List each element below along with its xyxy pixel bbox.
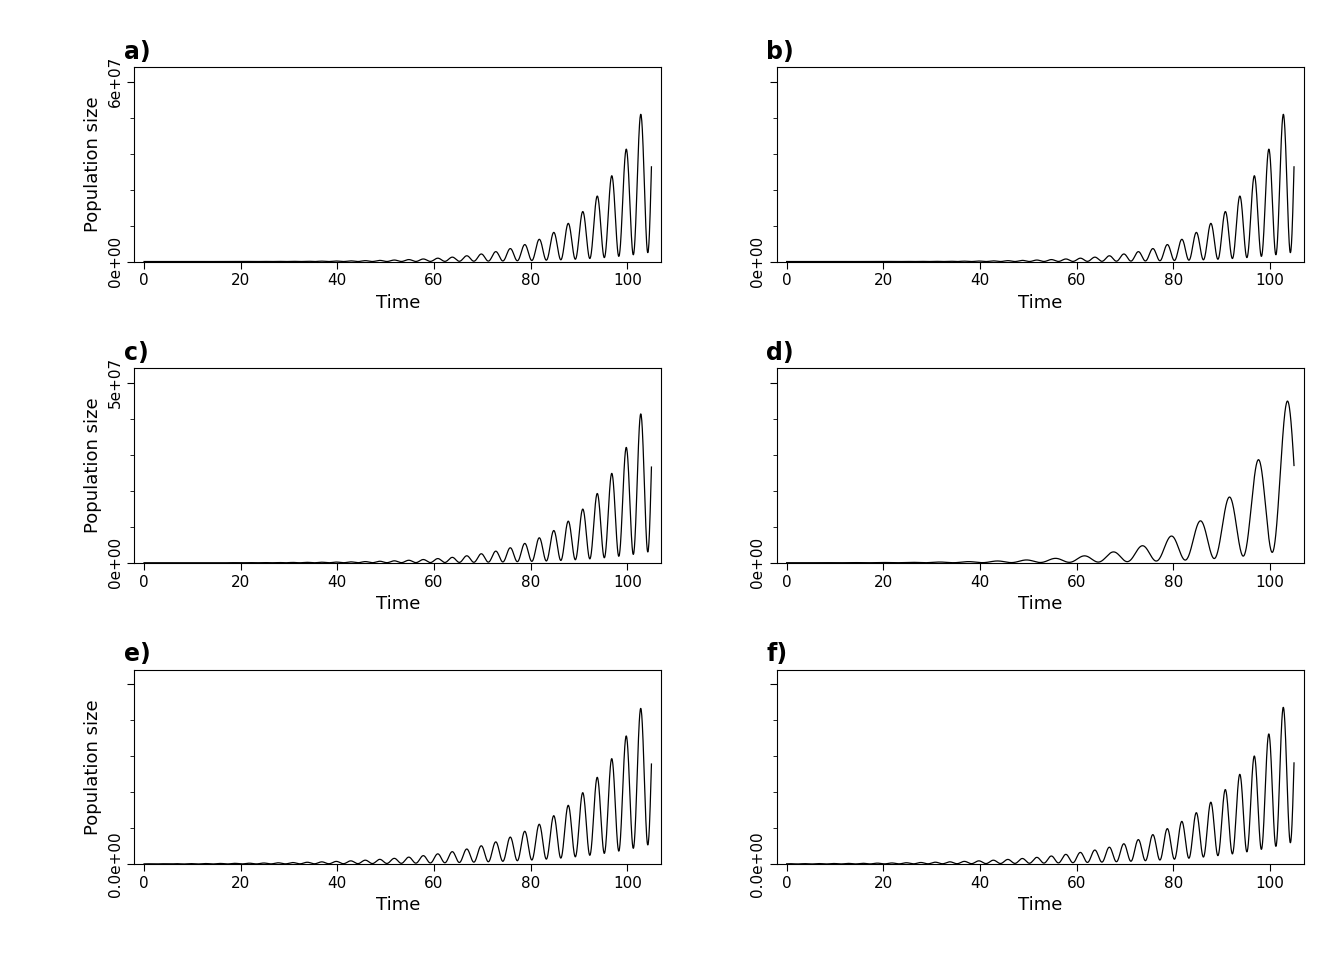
Y-axis label: Population size: Population size (85, 397, 102, 534)
Text: e): e) (124, 642, 151, 666)
X-axis label: Time: Time (375, 897, 419, 914)
Text: f): f) (766, 642, 788, 666)
X-axis label: Time: Time (1019, 897, 1063, 914)
Text: d): d) (766, 341, 794, 365)
Text: a): a) (124, 40, 151, 64)
Text: b): b) (766, 40, 794, 64)
Y-axis label: Population size: Population size (85, 699, 102, 834)
X-axis label: Time: Time (375, 294, 419, 312)
Text: c): c) (124, 341, 149, 365)
X-axis label: Time: Time (1019, 294, 1063, 312)
X-axis label: Time: Time (1019, 595, 1063, 613)
X-axis label: Time: Time (375, 595, 419, 613)
Y-axis label: Population size: Population size (85, 97, 102, 232)
